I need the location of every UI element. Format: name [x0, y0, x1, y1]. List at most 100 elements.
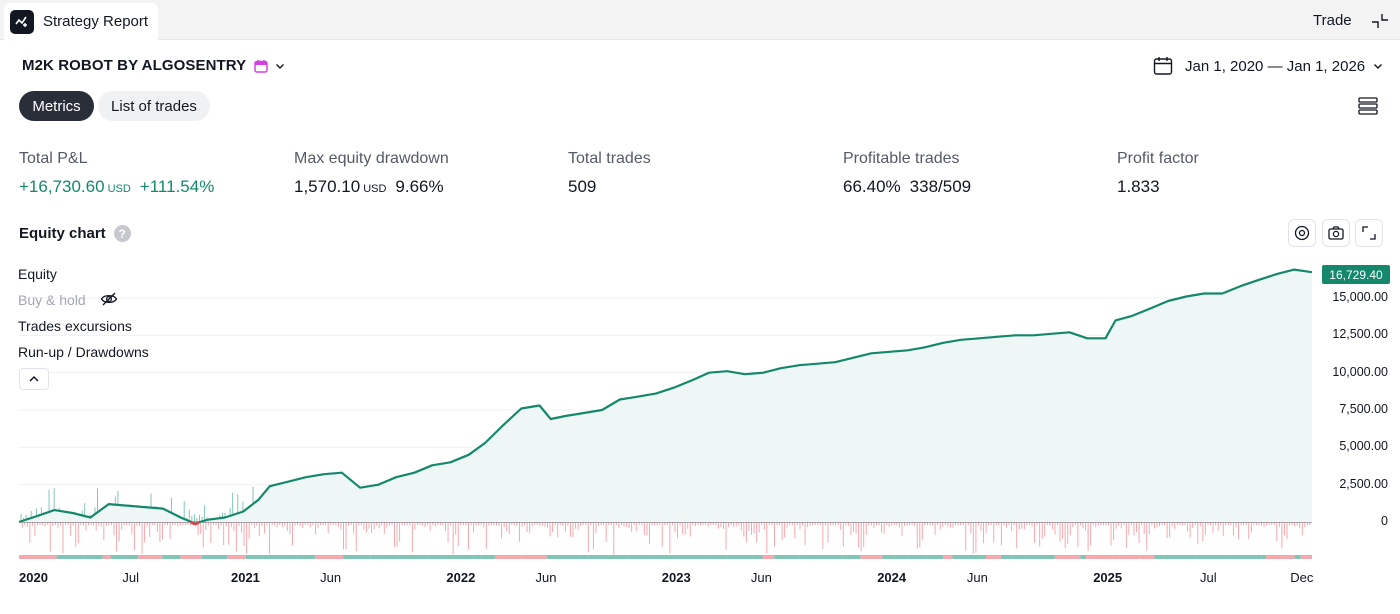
eye-off-icon[interactable]	[100, 290, 118, 308]
trade-strip-segment	[245, 555, 264, 559]
equity-chart[interactable]	[0, 255, 1400, 585]
trade-strip-segment	[227, 555, 246, 559]
trade-strip-segment	[263, 555, 297, 559]
trade-strip-segment	[19, 555, 50, 559]
trade-strip-segment	[985, 555, 1001, 559]
trade-strip-segment	[446, 555, 474, 559]
y-axis-tick: 0	[1381, 514, 1388, 528]
trade-strip-segment	[926, 555, 944, 559]
metric-percent: 9.66%	[395, 177, 444, 196]
trade-strip-segment	[1086, 555, 1120, 559]
trade-link[interactable]: Trade	[1313, 12, 1352, 29]
trade-strip-segment	[49, 555, 57, 559]
trade-strip-segment	[594, 555, 629, 559]
legend-buy-hold[interactable]: Buy & hold	[18, 292, 86, 308]
trade-strip-segment	[398, 555, 429, 559]
collapse-legend-button[interactable]	[19, 368, 49, 390]
trade-strip-segment	[1154, 555, 1165, 559]
metric-label: Profitable trades	[843, 150, 960, 167]
strategy-name: M2K ROBOT BY ALGOSENTRY	[22, 57, 247, 74]
legend-equity[interactable]: Equity	[18, 266, 57, 282]
trade-strip-segment	[952, 555, 986, 559]
trade-strip-segment	[762, 555, 775, 559]
metric-label: Profit factor	[1117, 150, 1199, 167]
trade-strip-segment	[726, 555, 753, 559]
trade-strip-segment	[1054, 555, 1081, 559]
date-range-text: Jan 1, 2020 — Jan 1, 2026	[1185, 57, 1366, 75]
trade-strip-segment	[1300, 555, 1312, 559]
trade-strip-segment	[1294, 555, 1301, 559]
x-axis-tick: 2021	[230, 570, 260, 585]
tab-metrics[interactable]: Metrics	[19, 91, 94, 121]
trade-strip-segment	[752, 555, 763, 559]
trade-strip-segment	[674, 555, 707, 559]
metric-value: +16,730.60	[19, 177, 105, 196]
metric-max-drawdown: Max equity drawdown 1,570.10 USD 9.66%	[294, 150, 449, 197]
trade-strip-segment	[1229, 555, 1262, 559]
metric-unit: USD	[107, 183, 131, 195]
trade-strip-segment	[799, 555, 807, 559]
trade-strip-segment	[1047, 555, 1055, 559]
trade-strip-segment	[947, 555, 953, 559]
metric-label: Total trades	[568, 150, 651, 167]
trade-strip-segment	[162, 555, 181, 559]
metric-percent: 66.40%	[843, 177, 901, 196]
trade-strip-segment	[546, 555, 575, 559]
legend-runup-drawdowns[interactable]: Run-up / Drawdowns	[18, 344, 149, 360]
date-range-selector[interactable]: Jan 1, 2020 — Jan 1, 2026	[1153, 56, 1384, 76]
collapse-icon[interactable]	[1370, 11, 1390, 31]
trade-strip-segment	[83, 555, 103, 559]
trade-strip-segment	[1080, 555, 1087, 559]
trade-strip-segment	[1012, 555, 1026, 559]
x-axis-tick: 2020	[19, 570, 48, 585]
trade-strip-segment	[521, 555, 547, 559]
x-axis-tick: Dec	[1290, 570, 1314, 585]
expand-icon	[1362, 226, 1376, 240]
trade-strip-segment	[428, 555, 447, 559]
equity-chart-title-row: Equity chart ?	[19, 225, 131, 242]
help-icon[interactable]: ?	[113, 225, 131, 242]
x-axis-tick: Jun	[535, 570, 557, 585]
trade-strip-segment	[1261, 555, 1267, 559]
strategy-report-icon	[10, 9, 34, 34]
trade-strip-segment	[806, 555, 813, 559]
x-axis-tick: 2022	[446, 570, 476, 585]
metric-label: Total P&L	[19, 150, 88, 167]
metric-label: Max equity drawdown	[294, 150, 449, 167]
trade-strip-segment	[1000, 555, 1013, 559]
tab-title: Strategy Report	[43, 13, 149, 30]
x-axis-tick: Jul	[122, 570, 140, 585]
metric-value: 1,570.10	[294, 177, 361, 196]
x-axis-tick: 2024	[877, 570, 907, 585]
strategy-selector[interactable]: M2K ROBOT BY ALGOSENTRY	[22, 57, 286, 74]
trade-strip-segment	[1119, 555, 1141, 559]
trade-strip-segment	[315, 555, 344, 559]
trade-strip-segment	[1145, 555, 1155, 559]
layout-menu-icon[interactable]	[1355, 93, 1381, 119]
chart-expand-button[interactable]	[1355, 219, 1383, 247]
x-axis-tick: Jun	[966, 570, 988, 585]
y-axis-tick: 2,500.00	[1339, 476, 1388, 491]
calendar-badge-icon	[254, 59, 269, 73]
chevron-down-icon	[1374, 64, 1383, 69]
top-bar: Strategy Report Trade	[0, 0, 1400, 40]
trade-strip-segment	[1140, 555, 1146, 559]
metric-total-pnl: Total P&L +16,730.60 USD +111.54%	[19, 150, 214, 197]
trade-strip-segment	[110, 555, 139, 559]
chart-settings-button[interactable]	[1288, 219, 1316, 247]
legend-trades-excursions[interactable]: Trades excursions	[18, 318, 132, 334]
metric-value: 509	[568, 177, 597, 196]
trade-strip-segment	[1266, 555, 1295, 559]
trade-strip-segment	[180, 555, 202, 559]
x-axis-tick: Jun	[320, 570, 342, 585]
trade-strip-segment	[343, 555, 371, 559]
trade-strip-segment	[628, 555, 651, 559]
strategy-report-tab[interactable]: Strategy Report	[4, 3, 158, 40]
trade-strip-segment	[587, 555, 595, 559]
trade-strip-segment	[1164, 555, 1197, 559]
last-equity-label: 16,729.40	[1322, 265, 1390, 284]
trade-strip-segment	[56, 555, 84, 559]
chart-snapshot-button[interactable]	[1322, 219, 1350, 247]
trade-strip-segment	[480, 555, 495, 559]
tab-list-of-trades[interactable]: List of trades	[98, 91, 210, 121]
